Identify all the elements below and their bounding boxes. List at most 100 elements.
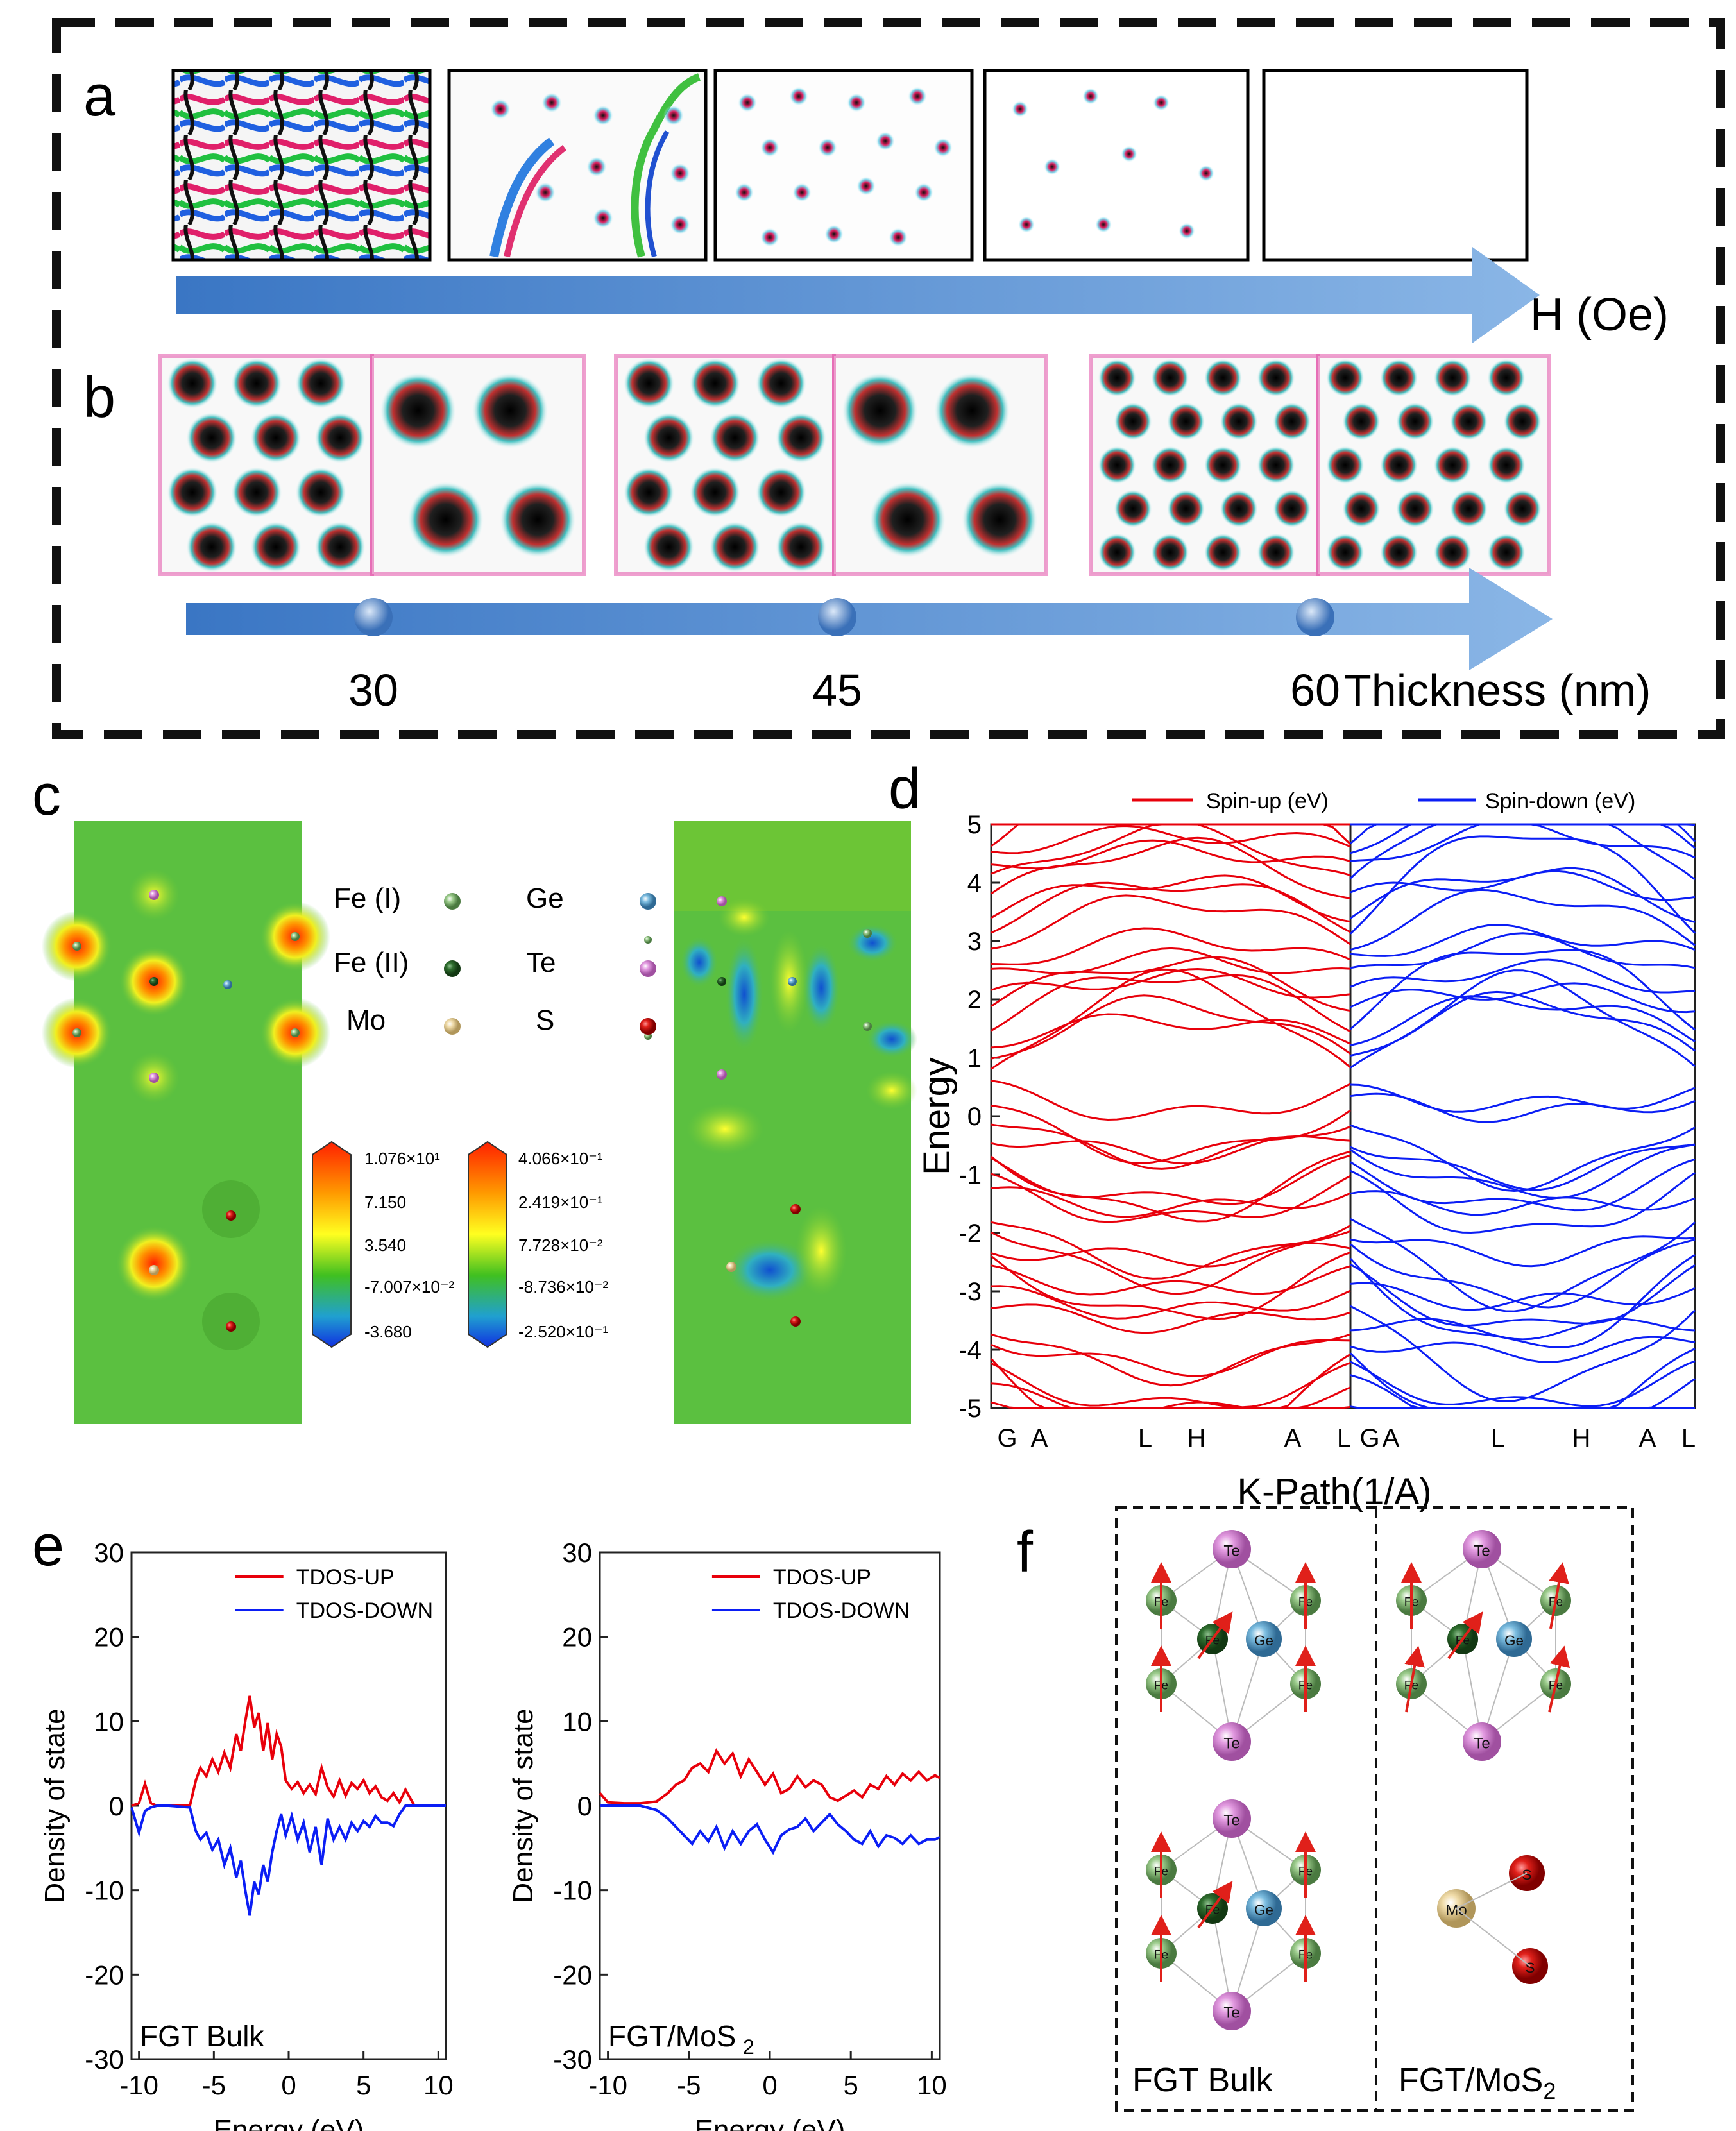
band-line [991, 1242, 1351, 1268]
skyrmion [1449, 402, 1488, 441]
ytick-label: -10 [85, 1876, 124, 1906]
axis-label-thickness: Thickness (nm) [1344, 665, 1651, 715]
series-down [600, 1804, 940, 1855]
xtick-label: 10 [423, 2070, 454, 2100]
legend-label-down: TDOS-DOWN [773, 1599, 910, 1623]
skyrmion [1204, 533, 1243, 572]
band-line [1350, 958, 1696, 994]
ytick-label: 30 [562, 1538, 592, 1568]
skyrmion [1256, 533, 1295, 572]
ytick-label: 1 [967, 1044, 982, 1073]
band-line [1350, 1169, 1696, 1234]
scale2-label-1: 4.066×10⁻¹ [518, 1149, 603, 1168]
series-up [131, 1695, 446, 1807]
ytick-label: 5 [967, 811, 982, 839]
skyrmion [1395, 402, 1434, 441]
skyrmion [379, 372, 457, 449]
field-image-3 [713, 69, 974, 262]
atom-te: Te [1463, 1722, 1501, 1761]
xtick-label: -5 [202, 2070, 226, 2100]
spin-arrow [1447, 1611, 1483, 1660]
kpath-down-5: A [1639, 1424, 1656, 1452]
skyrmion [1379, 359, 1418, 397]
ytick-label: -5 [958, 1395, 982, 1423]
ytick-label: -3 [958, 1278, 982, 1306]
xtick-label: 0 [281, 2070, 296, 2100]
ytick-label: 0 [967, 1103, 982, 1131]
skyrmion [1433, 533, 1472, 572]
band-line [1350, 1144, 1696, 1200]
band-line [991, 874, 1351, 923]
ytick-label: -4 [958, 1336, 982, 1364]
axis-label-field: H (Oe) [1530, 289, 1669, 341]
panel-label-b: b [83, 366, 115, 430]
kpath-down-2: A [1383, 1424, 1400, 1452]
skyrmion [1379, 446, 1418, 484]
skyrmion [643, 412, 695, 464]
xlabel: Energy (eV) [695, 2114, 846, 2131]
skyrmion [623, 466, 675, 518]
band-line [990, 1353, 1351, 1409]
skyrmion [1256, 359, 1295, 397]
skyrmion [1325, 359, 1365, 397]
xlabel: K-Path(1/A) [1238, 1471, 1432, 1513]
chart-title: FGT/MoS [608, 2019, 736, 2053]
skyrmion [1098, 533, 1137, 572]
legend-label-4: Te [526, 947, 556, 978]
band-line [1350, 1305, 1696, 1403]
scale2-label-5: -2.520×10⁻¹ [518, 1322, 609, 1341]
skyrmion [1204, 359, 1243, 397]
skyrmion [1341, 402, 1381, 441]
spin-arrow [1197, 1611, 1233, 1660]
band-line [991, 927, 1351, 965]
skyrmion [472, 372, 549, 449]
band-line [991, 894, 1351, 950]
band-line [1350, 1235, 1696, 1268]
skyrmion [167, 466, 218, 518]
legend-label-up: TDOS-UP [773, 1565, 871, 1590]
panel-label-e: e [32, 1514, 64, 1578]
skyrmion [1433, 446, 1472, 484]
skyrmion [1433, 359, 1472, 397]
legend-label-up: TDOS-UP [296, 1565, 395, 1590]
band-line [1350, 888, 1696, 951]
panel-label-d: d [889, 757, 921, 821]
band-line [1350, 982, 1696, 1014]
band-line [1349, 823, 1696, 881]
skyrmion [499, 481, 577, 558]
xtick-label: 5 [844, 2070, 858, 2100]
ytick-label: 30 [94, 1538, 124, 1568]
skyrmion-image-3 [614, 354, 836, 576]
skyrmion [1220, 489, 1259, 528]
skyrmion [709, 521, 761, 573]
ytick-label: -20 [85, 1960, 124, 1990]
legend-label-3: Fe (II) [334, 947, 409, 978]
atom-ge: Ge [1246, 1890, 1282, 1926]
structure-label-mos2: FGT/MoS2 [1399, 2062, 1556, 2104]
xtick-label: 5 [356, 2070, 371, 2100]
band-line [1350, 823, 1696, 845]
skyrmion-image-1 [158, 354, 374, 576]
panel-f-frame [1115, 1506, 1634, 2112]
band-line [991, 824, 1351, 854]
skyrmion [1220, 402, 1259, 441]
kpath-down-4: H [1572, 1424, 1591, 1452]
skyrmion [314, 521, 366, 573]
atom-ge: Ge [1246, 1621, 1282, 1657]
band-line [991, 1186, 1351, 1218]
band-line [991, 1221, 1351, 1280]
skyrmion [1150, 446, 1189, 484]
band-line [991, 1104, 1351, 1164]
charge-density-left [42, 821, 330, 1424]
kpath-up-6: L [1337, 1424, 1351, 1452]
atom-ge-label: Ge [1504, 1633, 1524, 1649]
skyrmion [1256, 446, 1295, 484]
band-line [991, 1251, 1351, 1320]
atom-te-label: Te [1223, 1812, 1239, 1830]
xtick-label: -5 [677, 2070, 701, 2100]
band-line [1350, 1318, 1696, 1341]
band-structure-chart: 5 4 3 2 1 0 -1 -2 -3 -4 -5 Energy K-Path(1/A) Spin-up… [916, 789, 1696, 1513]
skyrmion [1325, 533, 1365, 572]
ytick-label: 3 [967, 928, 982, 956]
skyrmion [775, 521, 827, 573]
